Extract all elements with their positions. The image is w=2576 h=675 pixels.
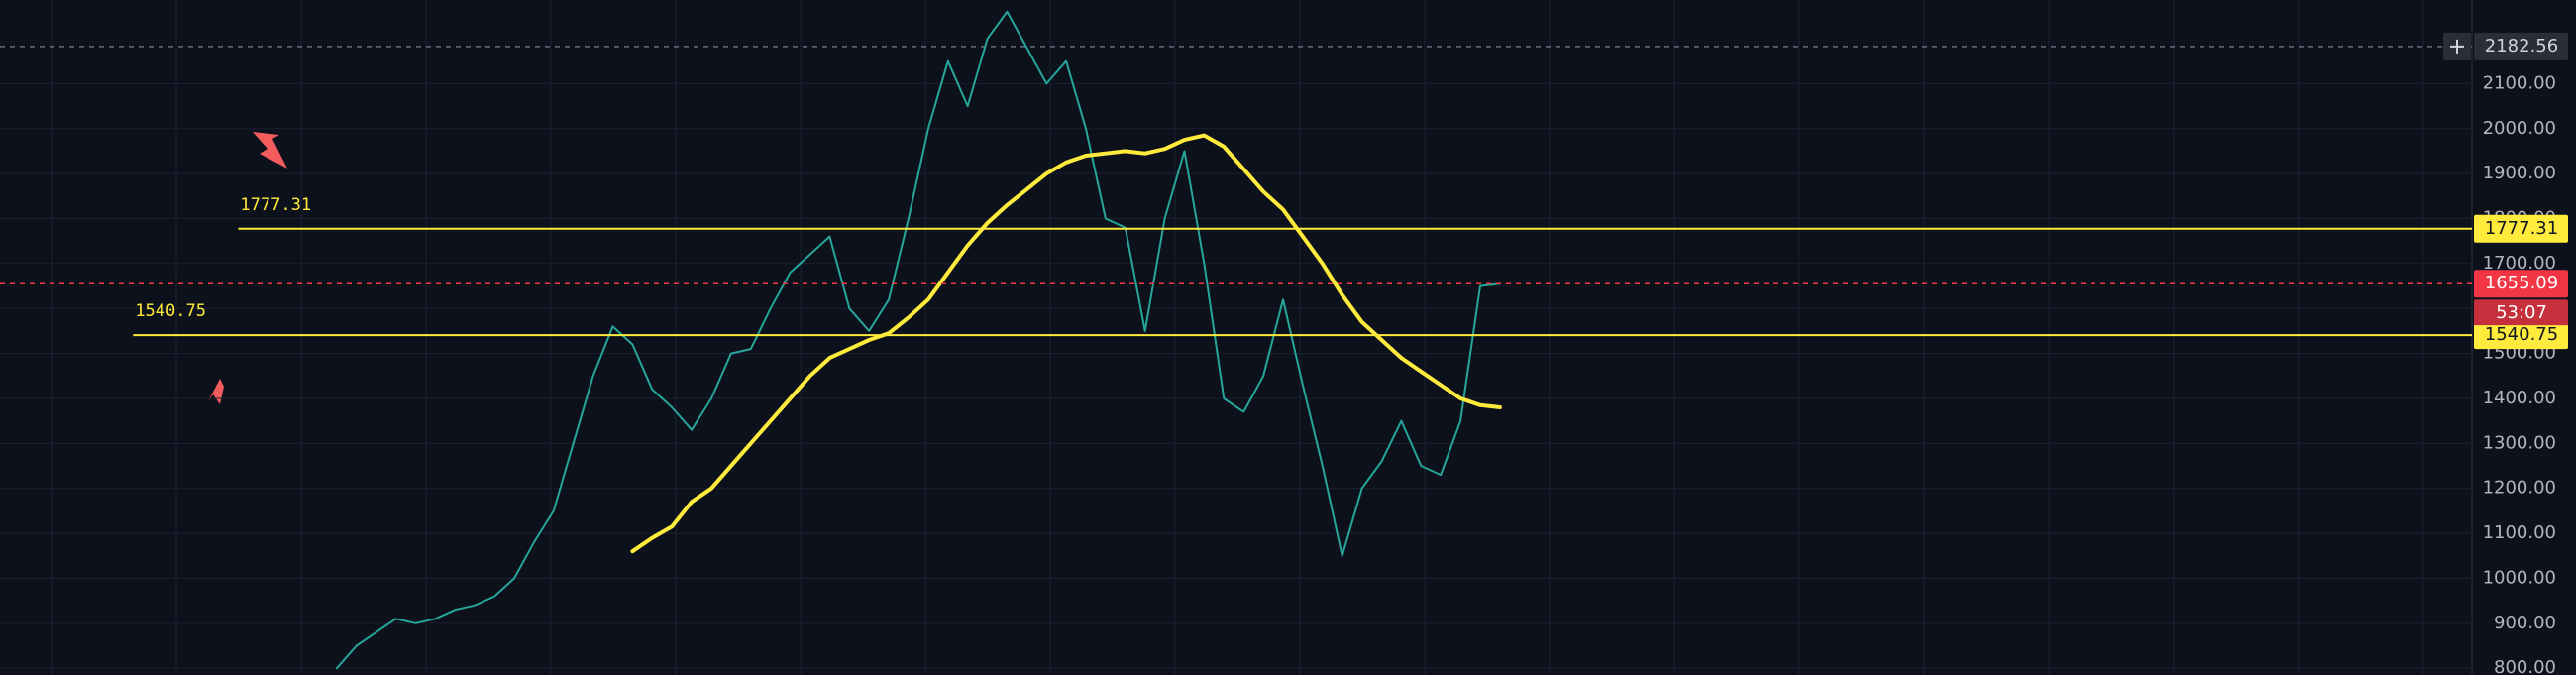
y-tick-label: 800.00 xyxy=(2494,657,2556,675)
level-label: 1540.75 xyxy=(135,301,206,321)
y-tick-label: 2100.00 xyxy=(2483,72,2556,93)
add-icon xyxy=(2450,39,2464,54)
level-badge xyxy=(2474,214,2568,243)
last-price-badge-text: 1655.09 xyxy=(2485,273,2558,293)
y-tick-label: 1400.00 xyxy=(2483,388,2556,408)
level-badge-text: 1540.75 xyxy=(2485,324,2558,345)
y-tick-label: 1700.00 xyxy=(2483,253,2556,274)
y-tick-label: 900.00 xyxy=(2494,613,2556,633)
last-price-badge xyxy=(2474,270,2568,298)
level-label: 1777.31 xyxy=(240,195,311,215)
level-badge-text: 1777.31 xyxy=(2485,218,2558,239)
vertical-grid xyxy=(51,0,2424,675)
countdown-badge-text: 53:07 xyxy=(2496,302,2547,323)
series-line xyxy=(335,10,1501,670)
y-tick-label: 1900.00 xyxy=(2483,163,2556,183)
y-tick-label: 1200.00 xyxy=(2483,478,2556,499)
countdown-badge xyxy=(2474,299,2568,328)
level-badge xyxy=(2474,325,2568,346)
crosshair-badge-text: 2182.56 xyxy=(2485,36,2558,56)
y-tick-label: 2000.00 xyxy=(2483,118,2556,139)
y-tick-label: 1100.00 xyxy=(2483,522,2556,543)
arrow-down xyxy=(253,132,287,169)
y-tick-label: 1000.00 xyxy=(2483,567,2556,588)
crosshair-badge xyxy=(2474,32,2568,60)
y-tick-label: 1300.00 xyxy=(2483,432,2556,453)
series-line xyxy=(630,133,1502,554)
